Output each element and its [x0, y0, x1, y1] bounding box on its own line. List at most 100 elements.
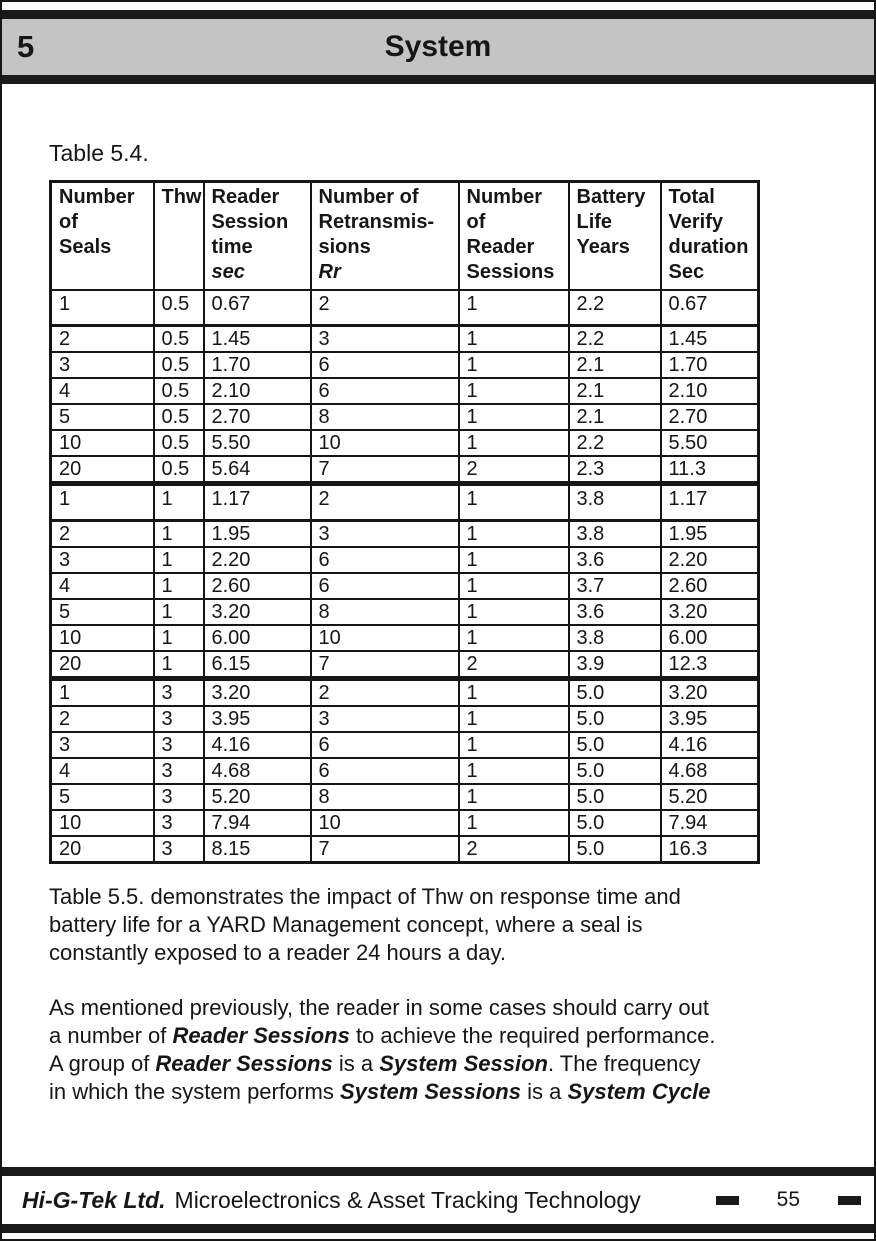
table-cell: 4.16: [659, 731, 760, 759]
table-cell: 7.94: [659, 809, 760, 837]
table-cell: 3: [49, 351, 155, 379]
table-row: 20 1 6.15 7 2 3.9 12.3: [49, 650, 760, 680]
table-cell: 1: [457, 598, 570, 626]
table-cell: 2: [49, 519, 155, 548]
table-row: 10 1 6.00 10 1 3.8 6.00: [49, 624, 760, 652]
table-cell: 10: [309, 429, 460, 457]
table-cell: 6: [309, 546, 460, 574]
table-cell: 2.20: [202, 546, 312, 574]
table-cell: 1: [49, 676, 155, 707]
table-cell: 3.6: [567, 598, 662, 626]
table-cell: 3.20: [202, 598, 312, 626]
table-cell: 5.0: [567, 757, 662, 785]
table-cell: 5.20: [659, 783, 760, 811]
table-cell: 5.50: [659, 429, 760, 457]
table-cell: 2.1: [567, 377, 662, 405]
table-cell: 5: [49, 598, 155, 626]
table-cell: 0.5: [152, 289, 205, 327]
table-cell: 1: [49, 481, 155, 522]
table-cell: 8: [309, 403, 460, 431]
table-cell: 2.2: [567, 289, 662, 327]
header-top-bar: [2, 10, 874, 19]
table-cell: 1: [457, 351, 570, 379]
table-cell: 2.70: [202, 403, 312, 431]
table-cell: 3: [152, 783, 205, 811]
table-cell: 1: [457, 731, 570, 759]
column-header: Total Verify duration Sec: [659, 180, 760, 291]
table-row: 20 3 8.15 7 2 5.0 16.3: [49, 835, 760, 864]
table-cell: 5.0: [567, 835, 662, 864]
table-cell: 1.70: [659, 351, 760, 379]
table-cell: 0.67: [659, 289, 760, 327]
table-cell: 1: [457, 403, 570, 431]
table-cell: 4.68: [659, 757, 760, 785]
table-cell: 2: [49, 705, 155, 733]
table-cell: 1: [457, 519, 570, 548]
table-cell: 5.0: [567, 676, 662, 707]
table-cell: 3: [152, 705, 205, 733]
table-cell: 1.45: [202, 324, 312, 353]
table-cell: 2: [309, 481, 460, 522]
table-cell: 10: [49, 624, 155, 652]
table-cell: 0.5: [152, 377, 205, 405]
table-cell: 1: [152, 546, 205, 574]
table-cell: 3: [152, 809, 205, 837]
table-cell: 3: [152, 731, 205, 759]
table-cell: 1.17: [202, 481, 312, 522]
table-row: 10 0.5 5.50 10 1 2.2 5.50: [49, 429, 760, 457]
table-cell: 0.5: [152, 351, 205, 379]
table-cell: 6.00: [659, 624, 760, 652]
table-cell: 2.10: [202, 377, 312, 405]
table-cell: 2.70: [659, 403, 760, 431]
table-cell: 2.2: [567, 429, 662, 457]
table-cell: 5: [49, 403, 155, 431]
table-cell: 1.95: [202, 519, 312, 548]
table-row: 1 1 1.17 2 1 3.8 1.17: [49, 481, 760, 522]
table-cell: 6.15: [202, 650, 312, 680]
table-cell: 11.3: [659, 455, 760, 485]
footer-line: Hi-G-Tek Ltd. Microelectronics & Asset T…: [2, 1176, 874, 1224]
paragraph: As mentioned previously, the reader in s…: [49, 995, 716, 1104]
table-cell: 1: [457, 324, 570, 353]
table-cell: 6: [309, 351, 460, 379]
table-cell: 12.3: [659, 650, 760, 680]
table-cell: 2.20: [659, 546, 760, 574]
table-cell: 1: [457, 546, 570, 574]
column-header: Reader Session time sec: [202, 180, 312, 291]
table-row: 4 1 2.60 6 1 3.7 2.60: [49, 572, 760, 600]
table-cell: 7: [309, 455, 460, 485]
table-cell: 5.0: [567, 783, 662, 811]
table-row: 3 1 2.20 6 1 3.6 2.20: [49, 546, 760, 574]
table-cell: 1: [457, 481, 570, 522]
table-cell: 5: [49, 783, 155, 811]
data-table: Number of Seals Thw Reader Session time sec Numb…: [49, 180, 760, 864]
table-row: 20 0.5 5.64 7 2 2.3 11.3: [49, 455, 760, 485]
table-cell: 1: [457, 429, 570, 457]
table-cell: 3: [49, 731, 155, 759]
table-cell: 4: [49, 377, 155, 405]
table-cell: 2.60: [659, 572, 760, 600]
page-number: 55: [776, 1188, 800, 1211]
table-cell: 1: [457, 624, 570, 652]
table-cell: 1: [457, 705, 570, 733]
table-cell: 5.20: [202, 783, 312, 811]
table-cell: 3.95: [659, 705, 760, 733]
table-row: 10 3 7.94 10 1 5.0 7.94: [49, 809, 760, 837]
table-cell: 3: [309, 519, 460, 548]
page-content: Table 5.4. Number of Seals Thw Reader Session…: [2, 140, 874, 1106]
table-cell: 3: [152, 757, 205, 785]
table-cell: 3: [49, 546, 155, 574]
table-cell: 2: [49, 324, 155, 353]
table-cell: 1.70: [202, 351, 312, 379]
table-cell: 2.1: [567, 403, 662, 431]
column-header: Number of Reader Sessions: [457, 180, 570, 291]
footer-bottom-bar: [2, 1224, 874, 1233]
table-row: 1 0.5 0.67 2 1 2.2 0.67: [49, 289, 760, 327]
table-cell: 1: [457, 676, 570, 707]
table-cell: 6: [309, 377, 460, 405]
table-cell: 20: [49, 455, 155, 485]
table-cell: 3.20: [202, 676, 312, 707]
table-cell: 1: [152, 624, 205, 652]
footer-dash-icon: [838, 1195, 861, 1205]
table-cell: 3.95: [202, 705, 312, 733]
